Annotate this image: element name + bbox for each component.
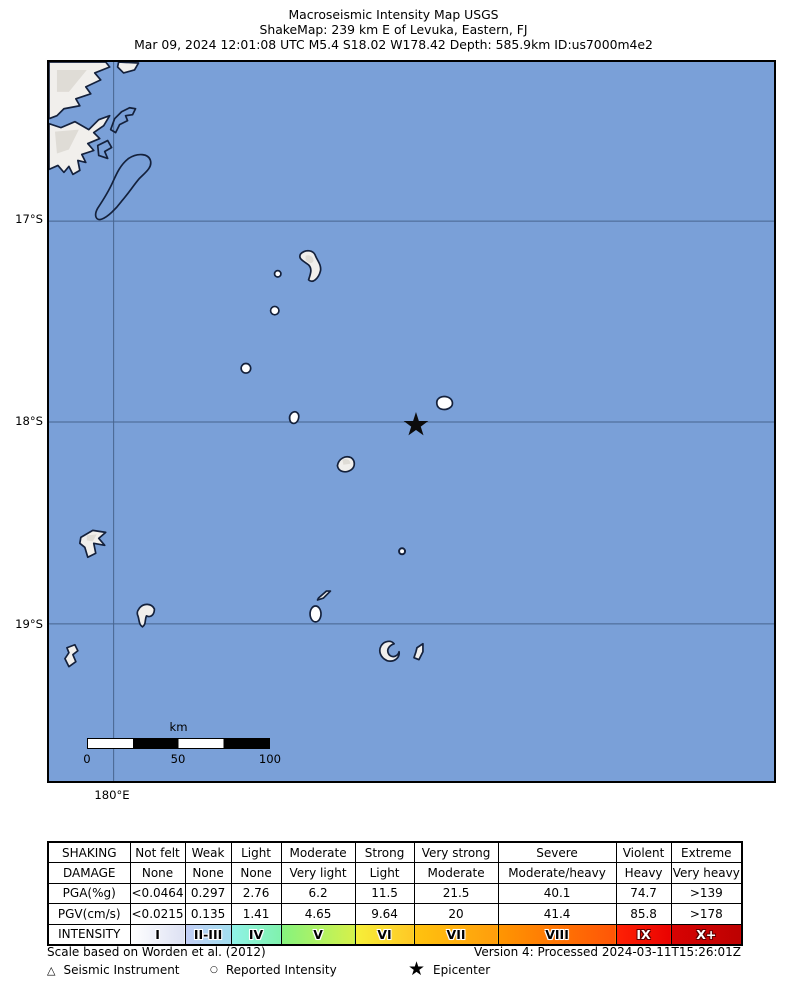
reported-intensity-marker <box>398 547 407 556</box>
row-label: DAMAGE <box>47 862 131 884</box>
lat-tick-18s: 18°S <box>15 414 43 428</box>
reef-outline <box>96 139 113 160</box>
intensity-cell-VI: VI <box>354 923 415 946</box>
island <box>116 62 140 74</box>
map-canvas: km 0 50 100 <box>47 60 776 783</box>
intensity-cell-IX: IX <box>615 923 672 946</box>
island <box>435 395 454 411</box>
map-title: Macroseismic Intensity Map USGS <box>288 7 499 22</box>
row-label: PGA(%g) <box>47 882 131 905</box>
footer-notes: Scale based on Worden et al. (2012) Vers… <box>47 945 741 959</box>
reported-intensity-circle-icon: ○ <box>210 964 218 975</box>
epicenter-star-icon <box>403 412 429 436</box>
table-row-pgv: PGV(cm/s) <0.0215 0.135 1.41 4.65 9.64 2… <box>47 903 743 925</box>
islands-layer <box>49 62 454 668</box>
table-row-intensity: INTENSITY I II-III IV V VI VII VIII IX X… <box>47 923 743 946</box>
island <box>288 411 300 425</box>
island <box>316 590 332 601</box>
scale-tick-50: 50 <box>170 752 186 766</box>
table-row-damage: DAMAGE None None None Very light Light M… <box>47 862 743 884</box>
island <box>299 249 322 283</box>
table-row-shaking: SHAKING Not felt Weak Light Moderate Str… <box>47 841 743 864</box>
map-subtitle: ShakeMap: 239 km E of Levuka, Eastern, F… <box>259 22 528 38</box>
legend-item-epicenter: ★ Epicenter <box>408 960 490 980</box>
hillshade-patches <box>54 69 351 542</box>
row-label: PGV(cm/s) <box>47 903 131 925</box>
row-label: INTENSITY <box>47 923 131 946</box>
island <box>240 362 252 374</box>
legend-label: Reported Intensity <box>225 963 337 977</box>
island <box>273 269 282 278</box>
map-title-block: Macroseismic Intensity Map USGS ShakeMap… <box>0 7 787 53</box>
scale-bar-unit: km <box>169 720 188 734</box>
map-event-info: Mar 09, 2024 12:01:08 UTC M5.4 S18.02 W1… <box>134 37 653 53</box>
version-note: Version 4: Processed 2024-03-11T15:26:01… <box>474 945 741 959</box>
table-row-pga: PGA(%g) <0.0464 0.297 2.76 6.2 11.5 21.5… <box>47 882 743 905</box>
island <box>379 640 400 662</box>
legend-item-seismic-instrument: △ Seismic Instrument <box>47 960 180 980</box>
island <box>64 643 79 668</box>
island <box>78 529 107 559</box>
scale-tick-0: 0 <box>83 752 91 766</box>
island <box>136 603 156 628</box>
scale-bar <box>87 738 270 749</box>
scale-tick-100: 100 <box>258 752 282 766</box>
row-label: SHAKING <box>47 841 131 864</box>
intensity-cell-V: V <box>280 923 356 946</box>
intensity-cell-VII: VII <box>413 923 499 946</box>
intensity-cell-X: X+ <box>670 923 743 946</box>
seismic-instrument-triangle-icon: △ <box>47 963 56 977</box>
island <box>309 605 322 623</box>
lon-tick-180e: 180°E <box>94 788 130 802</box>
scale-note: Scale based on Worden et al. (2012) <box>47 945 266 959</box>
intensity-scale-table: SHAKING Not felt Weak Light Moderate Str… <box>47 841 744 946</box>
legend-label: Seismic Instrument <box>63 963 180 977</box>
lat-tick-17s: 17°S <box>15 212 43 226</box>
lat-tick-19s: 19°S <box>15 617 43 631</box>
reef-outline <box>94 153 152 221</box>
intensity-cell-VIII: VIII <box>497 923 617 946</box>
reef-outline <box>109 106 137 134</box>
island <box>49 114 111 176</box>
map-legend: △ Seismic Instrument ○ Reported Intensit… <box>47 960 741 982</box>
intensity-cell-I: I <box>129 923 186 946</box>
epicenter-star-icon: ★ <box>408 958 426 980</box>
legend-label: Epicenter <box>433 963 491 977</box>
intensity-cell-II-III: II-III <box>184 923 232 946</box>
map-graphic <box>49 62 774 781</box>
legend-item-reported-intensity: ○ Reported Intensity <box>210 960 337 980</box>
intensity-cell-IV: IV <box>230 923 282 946</box>
island <box>269 305 280 316</box>
island <box>413 642 424 661</box>
